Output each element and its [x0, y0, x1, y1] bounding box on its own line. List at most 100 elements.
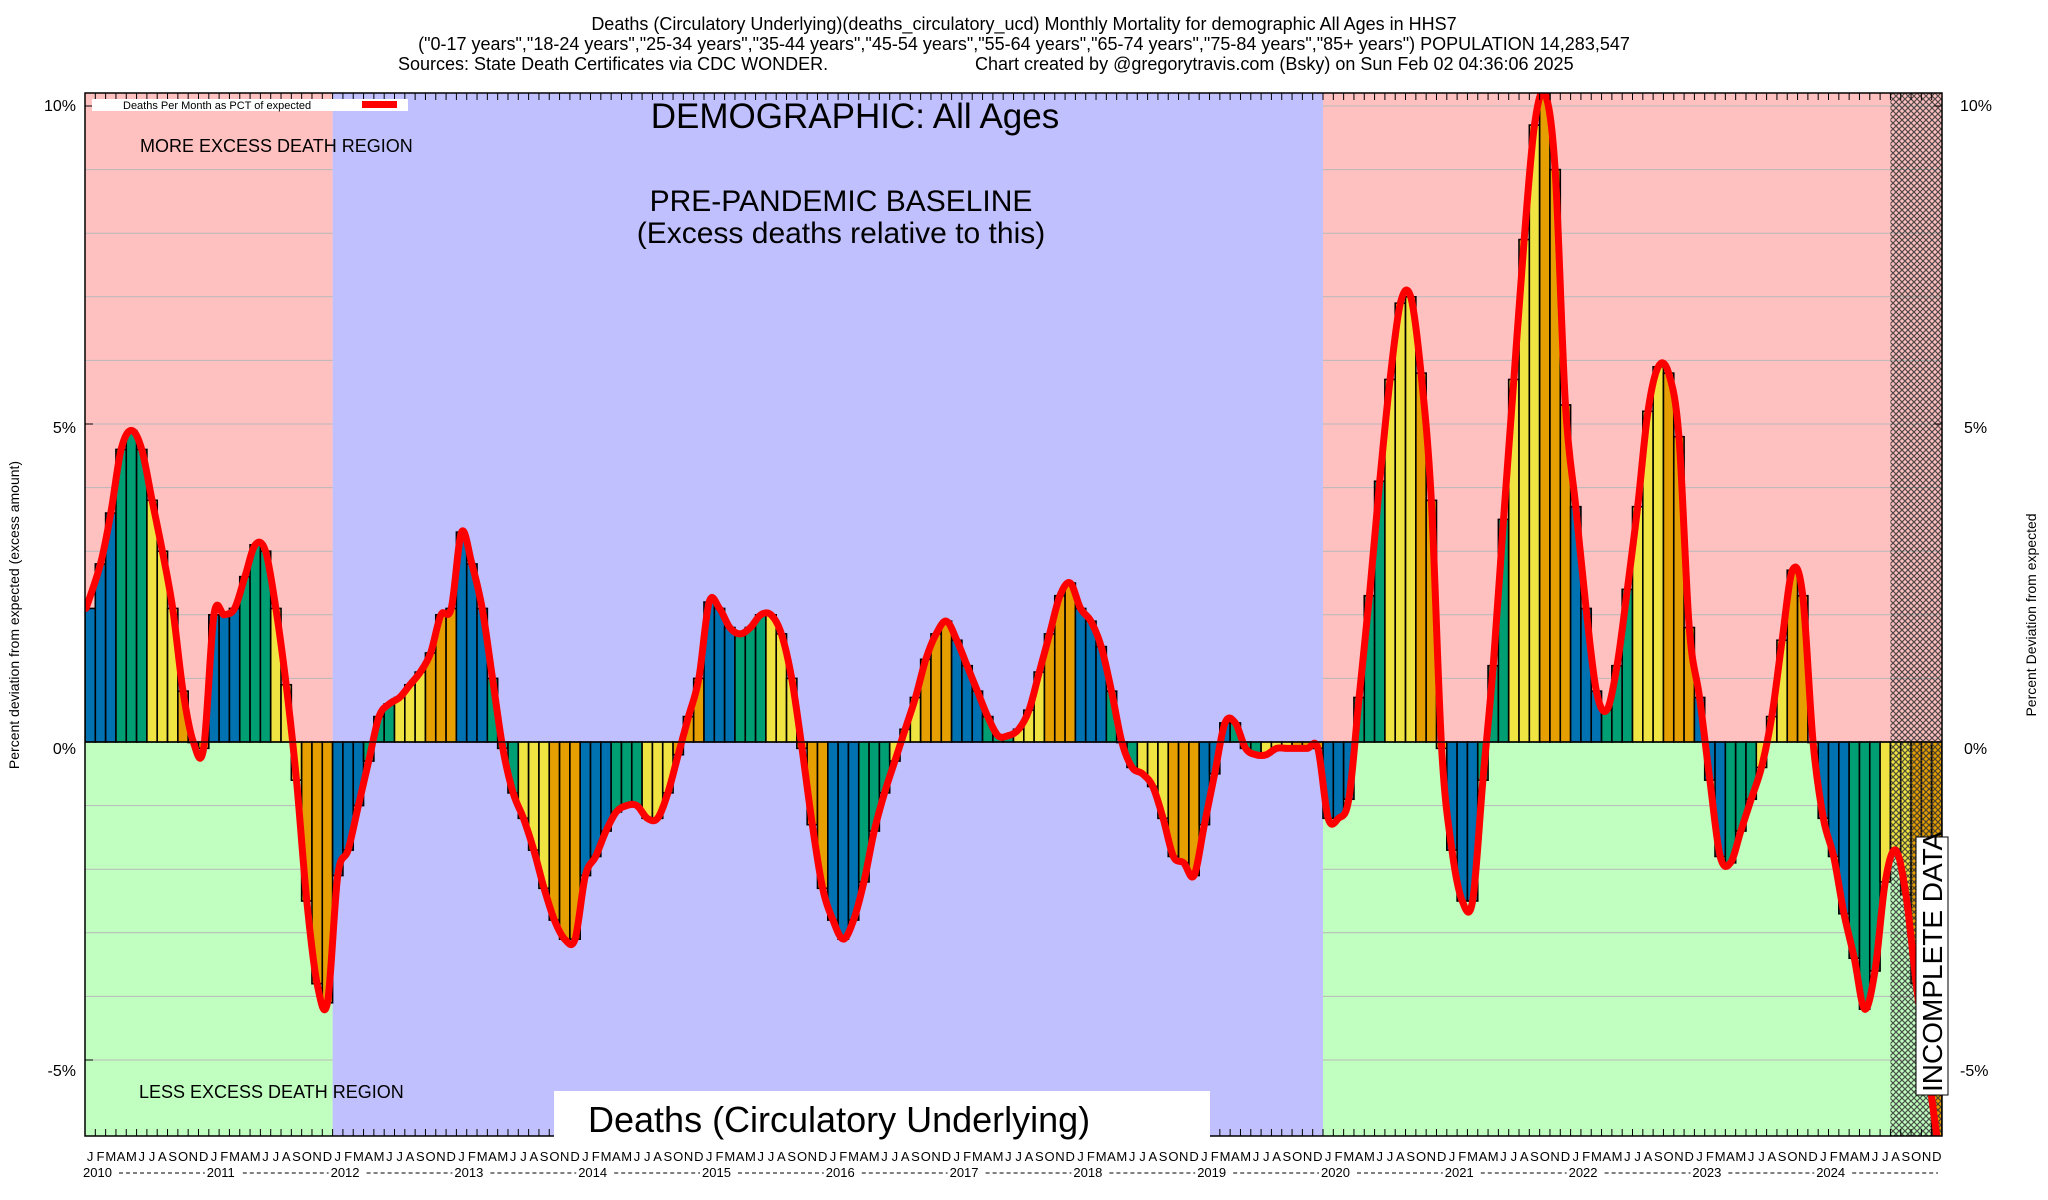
x-month-label: J — [634, 1149, 641, 1164]
x-month-label: M — [601, 1149, 612, 1164]
metric-box — [554, 1091, 1210, 1144]
x-month-label: J — [1573, 1149, 1580, 1164]
y-axis-label-right: Percent Deviation from expected — [2023, 513, 2039, 716]
x-year-label: 2014 — [578, 1165, 607, 1180]
x-month-label: J — [510, 1149, 517, 1164]
x-month-label: J — [396, 1149, 403, 1164]
x-month-label: M — [477, 1149, 488, 1164]
x-month-label: M — [1859, 1149, 1870, 1164]
legend-swatch — [362, 101, 397, 108]
x-month-label: M — [1591, 1149, 1602, 1164]
x-month-label: A — [736, 1149, 745, 1164]
x-month-label: M — [993, 1149, 1004, 1164]
x-month-label: D — [694, 1149, 703, 1164]
x-year-label: 2019 — [1197, 1165, 1226, 1180]
x-month-label: J — [706, 1149, 713, 1164]
x-month-label: D — [818, 1149, 827, 1164]
x-month-label: S — [1283, 1149, 1292, 1164]
x-month-label: J — [1696, 1149, 1703, 1164]
bar — [249, 544, 262, 743]
x-month-label: O — [1787, 1149, 1797, 1164]
annotation-baseline-1: PRE-PANDEMIC BASELINE — [650, 185, 1033, 218]
x-month-label: A — [364, 1149, 373, 1164]
x-month-label: D — [1437, 1149, 1446, 1164]
x-month-label: N — [1798, 1149, 1807, 1164]
x-month-label: M — [724, 1149, 735, 1164]
x-month-label: O — [1168, 1149, 1178, 1164]
x-month-label: F — [468, 1149, 476, 1164]
x-year-label: 2016 — [826, 1165, 855, 1180]
x-month-label: F — [1334, 1149, 1342, 1164]
x-month-label: M — [229, 1149, 240, 1164]
x-month-label: J — [1758, 1149, 1765, 1164]
bar — [1404, 295, 1417, 743]
bar — [1064, 582, 1077, 743]
annotation-baseline-2: (Excess deaths relative to this) — [637, 217, 1046, 250]
x-month-label: M — [353, 1149, 364, 1164]
bar — [125, 429, 138, 743]
bar — [1600, 709, 1613, 743]
x-month-label: M — [250, 1149, 261, 1164]
x-month-label: J — [211, 1149, 218, 1164]
x-month-label: N — [560, 1149, 569, 1164]
x-month-label: F — [839, 1149, 847, 1164]
x-year-label: 2020 — [1321, 1165, 1350, 1180]
x-month-label: A — [158, 1149, 167, 1164]
x-month-label: J — [768, 1149, 775, 1164]
x-month-label: A — [1396, 1149, 1405, 1164]
bar — [414, 671, 427, 743]
x-month-label: A — [1107, 1149, 1116, 1164]
x-month-label: N — [1674, 1149, 1683, 1164]
x-month-label: M — [1096, 1149, 1107, 1164]
x-month-label: A — [529, 1149, 538, 1164]
x-month-label: D — [942, 1149, 951, 1164]
x-month-label: D — [1561, 1149, 1570, 1164]
x-month-label: A — [1355, 1149, 1364, 1164]
x-month-label: J — [830, 1149, 837, 1164]
x-month-label: D — [1313, 1149, 1322, 1164]
x-year-label: 2012 — [331, 1165, 360, 1180]
bar — [837, 741, 850, 940]
x-month-label: J — [1882, 1149, 1889, 1164]
annotation-more-region: MORE EXCESS DEATH REGION — [140, 136, 413, 156]
x-month-label: A — [1272, 1149, 1281, 1164]
chart-credit: Chart created by @gregorytravis.com (Bsk… — [975, 54, 1574, 74]
x-month-label: M — [374, 1149, 385, 1164]
x-month-label: M — [869, 1149, 880, 1164]
x-month-label: J — [1129, 1149, 1136, 1164]
bar — [1538, 93, 1551, 743]
x-month-label: M — [621, 1149, 632, 1164]
x-month-label: O — [302, 1149, 312, 1164]
x-month-label: O — [1292, 1149, 1302, 1164]
bar — [445, 607, 458, 743]
x-month-label: A — [777, 1149, 786, 1164]
x-month-label: S — [1902, 1149, 1911, 1164]
x-month-label: N — [684, 1149, 693, 1164]
x-month-label: N — [1550, 1149, 1559, 1164]
x-month-label: J — [1263, 1149, 1270, 1164]
x-month-label: J — [582, 1149, 589, 1164]
x-month-label: S — [1406, 1149, 1415, 1164]
x-month-label: F — [1211, 1149, 1219, 1164]
y-axis-label-left: Percent deviation from expected (excess … — [6, 461, 22, 769]
bar — [847, 741, 860, 921]
x-month-label: A — [1850, 1149, 1859, 1164]
x-month-label: S — [168, 1149, 177, 1164]
x-month-label: S — [787, 1149, 796, 1164]
bar — [620, 741, 633, 807]
x-month-label: M — [1612, 1149, 1623, 1164]
x-month-label: A — [653, 1149, 662, 1164]
x-month-label: J — [1624, 1149, 1631, 1164]
bar — [1528, 124, 1541, 743]
x-month-label: J — [138, 1149, 145, 1164]
bar — [218, 613, 231, 743]
x-month-label: J — [1500, 1149, 1507, 1164]
x-month-label: M — [1116, 1149, 1127, 1164]
x-year-label: 2015 — [702, 1165, 731, 1180]
x-year-label: 2023 — [1692, 1165, 1721, 1180]
x-month-label: A — [1726, 1149, 1735, 1164]
x-month-label: M — [105, 1149, 116, 1164]
bar — [579, 741, 592, 877]
x-month-label: A — [117, 1149, 126, 1164]
x-month-label: N — [931, 1149, 940, 1164]
